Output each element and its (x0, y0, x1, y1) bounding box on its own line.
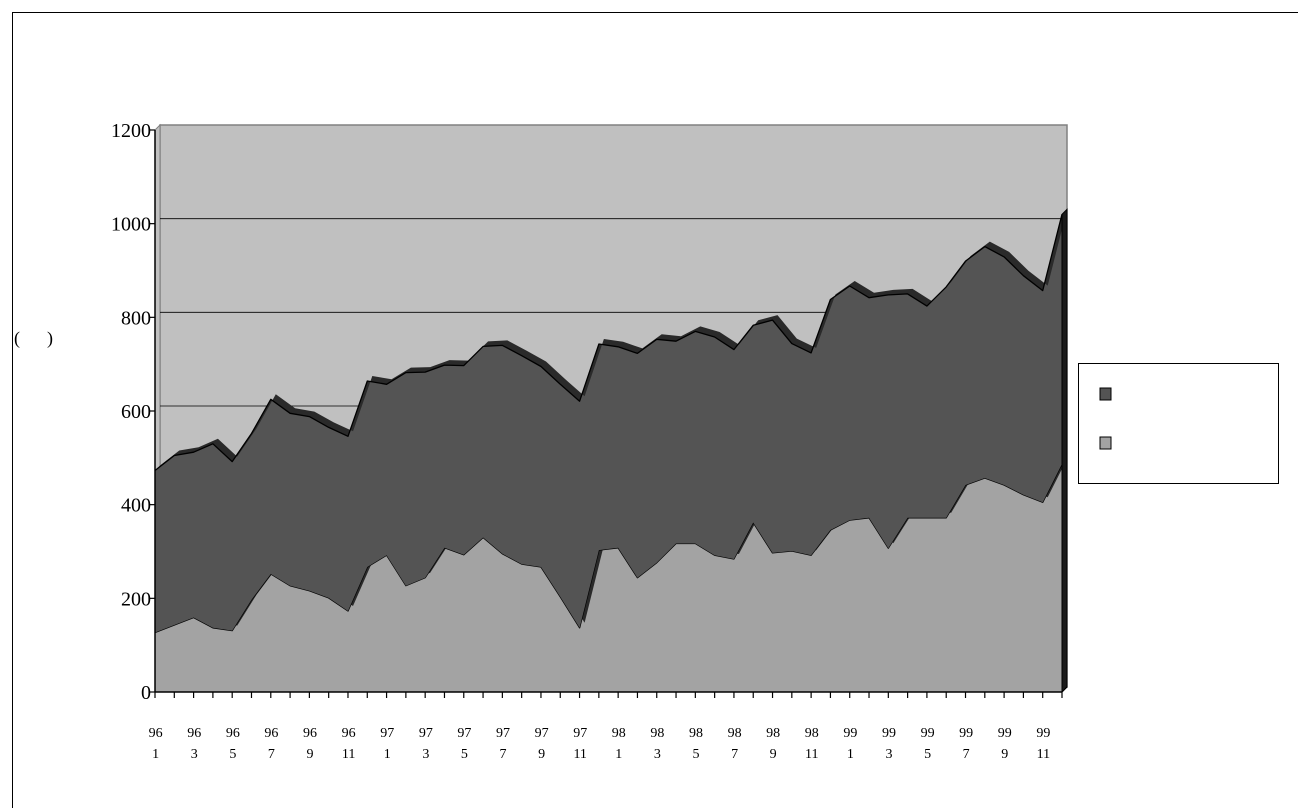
x-tick-label-month: 11 (805, 747, 818, 762)
x-tick-label-year: 97 (535, 726, 549, 741)
x-tick-label-year: 97 (419, 726, 433, 741)
area-series-2 (155, 214, 1062, 633)
y-tick-label: 800 (121, 307, 151, 329)
x-tick-label-year: 96 (149, 726, 163, 741)
x-tick-label-year: 98 (728, 726, 742, 741)
y-tick-label: 0 (141, 682, 151, 704)
x-tick-label-month: 3 (654, 747, 661, 762)
x-tick-label-year: 96 (187, 726, 201, 741)
y-tick-label: 200 (121, 588, 151, 610)
x-tick-label-month: 9 (1001, 747, 1008, 762)
legend-swatch-series-1 (1099, 387, 1112, 401)
x-tick-label-month: 9 (770, 747, 777, 762)
x-tick-label-year: 99 (959, 726, 973, 741)
x-tick-label-year: 98 (689, 726, 703, 741)
x-tick-label-year: 96 (342, 726, 356, 741)
x-tick-label-month: 1 (152, 747, 159, 762)
x-tick-label-month: 11 (1037, 747, 1050, 762)
x-tick-label-month: 1 (615, 747, 622, 762)
x-tick-label-month: 5 (924, 747, 931, 762)
x-tick-label-month: 7 (963, 747, 970, 762)
area-end-face (1061, 208, 1068, 694)
x-tick-label-year: 98 (612, 726, 626, 741)
x-tick-label-year: 98 (650, 726, 664, 741)
x-tick-label-year: 97 (496, 726, 510, 741)
x-tick-label-year: 99 (998, 726, 1012, 741)
y-tick-label: 1200 (111, 120, 151, 142)
x-tick-label-year: 99 (921, 726, 935, 741)
floor-edge (1061, 686, 1068, 693)
x-tick-label-month: 1 (847, 747, 854, 762)
x-tick-label-year: 96 (264, 726, 278, 741)
x-tick-label-month: 5 (461, 747, 468, 762)
x-tick-label-month: 3 (191, 747, 198, 762)
x-tick-label-year: 97 (573, 726, 587, 741)
area-series-1 (155, 463, 1062, 692)
legend (1078, 363, 1279, 484)
area-series (154, 208, 1068, 694)
x-axis-ticks: 9619639659679699611971973975977979971198… (149, 692, 1063, 762)
x-tick-label-year: 99 (1036, 726, 1050, 741)
x-tick-label-year: 97 (380, 726, 394, 741)
y-tick-label: 600 (121, 401, 151, 423)
y-tick-label: 400 (121, 495, 151, 517)
legend-box (1078, 363, 1279, 484)
x-tick-label-year: 96 (226, 726, 240, 741)
x-tick-label-year: 98 (766, 726, 780, 741)
x-tick-label-year: 98 (805, 726, 819, 741)
y-axis-label: ( ) (14, 328, 53, 349)
x-tick-label-month: 7 (500, 747, 507, 762)
y-tick-label: 1000 (111, 214, 151, 236)
x-tick-label-month: 5 (692, 747, 699, 762)
x-tick-label-month: 3 (422, 747, 429, 762)
x-tick-label-year: 96 (303, 726, 317, 741)
area-line-series-2 (154, 214, 1063, 472)
x-tick-label-month: 7 (731, 747, 738, 762)
x-tick-label-year: 97 (457, 726, 471, 741)
x-tick-label-month: 9 (538, 747, 545, 762)
x-tick-label-month: 3 (885, 747, 892, 762)
x-tick-label-month: 11 (342, 747, 355, 762)
y-axis-ticks: 0 200 400 600 800 1000 1200 (111, 120, 155, 704)
x-tick-label-month: 9 (307, 747, 314, 762)
x-tick-label-year: 99 (843, 726, 857, 741)
x-tick-label-month: 5 (229, 747, 236, 762)
legend-swatch-series-2 (1099, 436, 1112, 450)
x-tick-label-month: 7 (268, 747, 275, 762)
x-tick-label-month: 11 (573, 747, 586, 762)
x-tick-label-year: 99 (882, 726, 896, 741)
x-tick-label-month: 1 (384, 747, 391, 762)
